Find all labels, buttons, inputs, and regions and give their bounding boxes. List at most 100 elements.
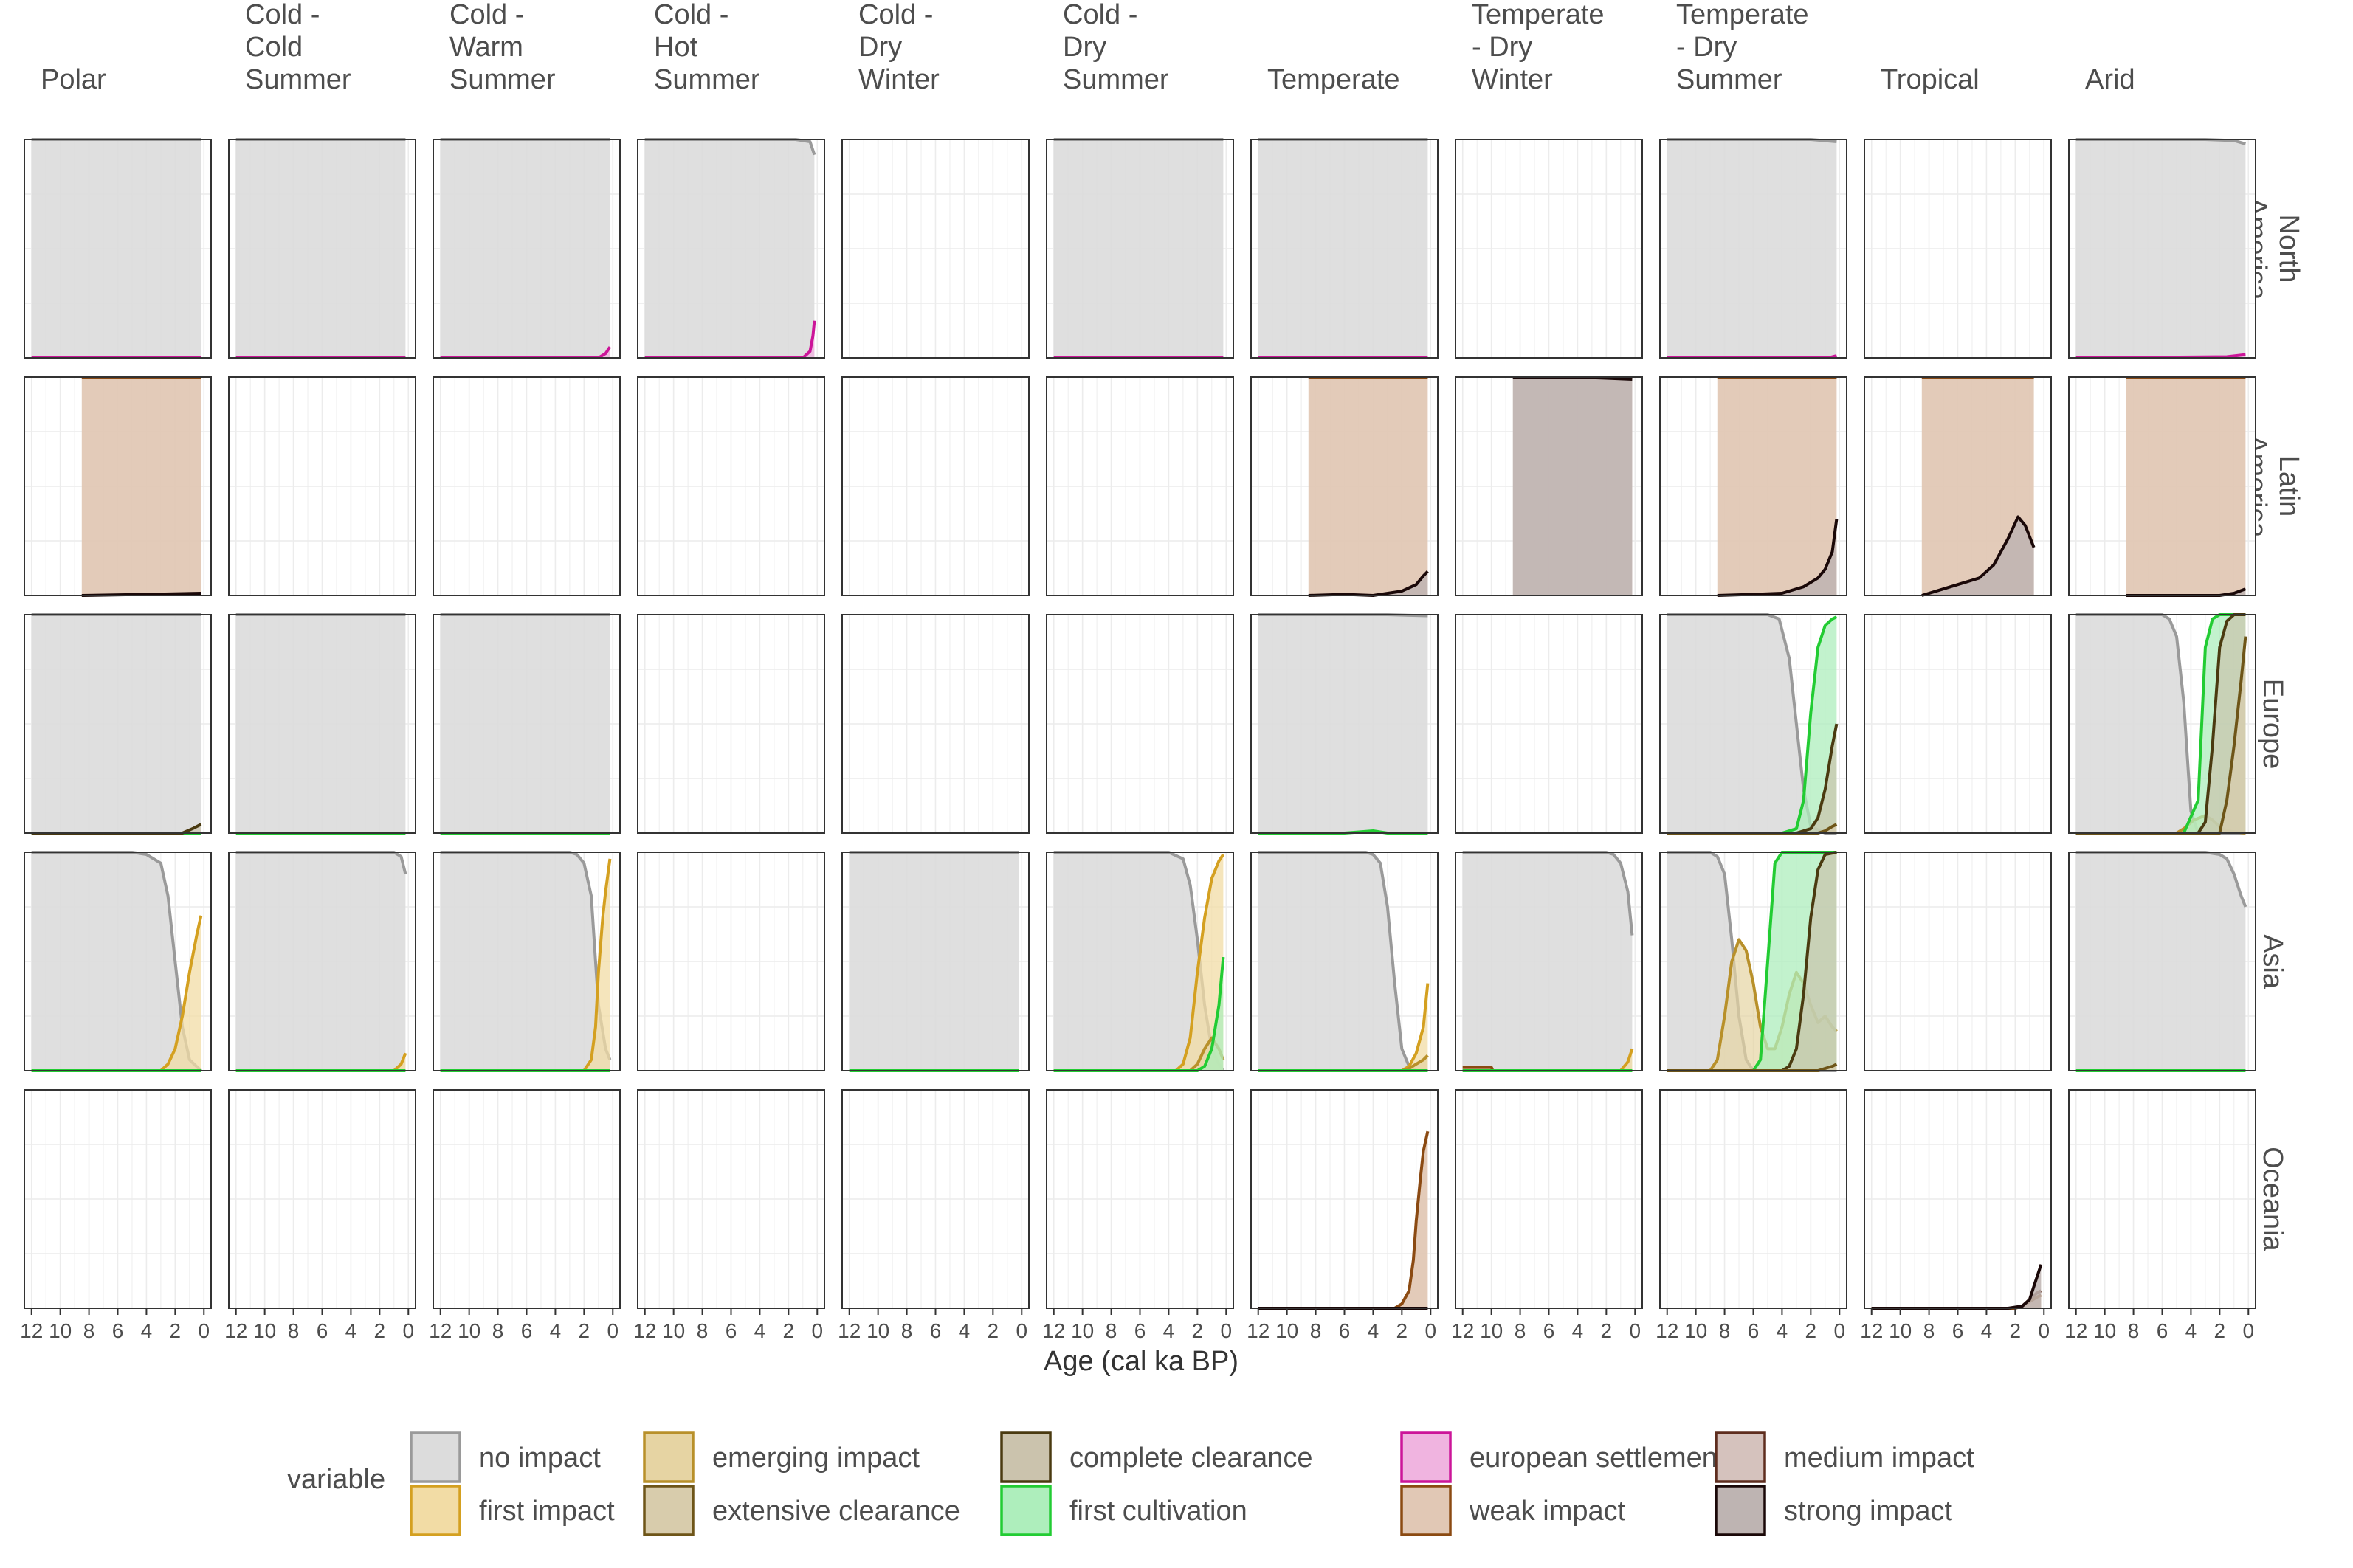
series-area-extensive-clearance: [2075, 636, 2246, 833]
x-tick-label: 0: [1833, 1319, 1845, 1342]
legend-label: first impact: [479, 1496, 615, 1527]
x-tick-label: 2: [1396, 1319, 1408, 1342]
x-tick-label: 8: [288, 1319, 300, 1342]
panel-asia-arid: [2068, 851, 2256, 1072]
panel-latin-america-temperate-dry-summer: [1659, 376, 1847, 597]
series-area-strong-impact: [1921, 517, 2034, 595]
x-tick-label: 10: [1275, 1319, 1298, 1342]
x-tick-label: 12: [633, 1319, 656, 1342]
panel-oceania-cold-warm-summer: [433, 1089, 621, 1309]
panel-latin-america-arid: [2068, 376, 2256, 597]
series-area-first-cultivation: [2075, 615, 2246, 833]
panel-asia-temperate: [1250, 851, 1439, 1072]
series-area-no-impact: [1258, 615, 1428, 833]
panel-border: [2068, 376, 2256, 596]
panel-europe-arid: [2068, 613, 2256, 835]
x-tick-label: 8: [1106, 1319, 1117, 1342]
x-tick-label: 12: [1656, 1319, 1678, 1342]
series-area-strong-impact: [1512, 377, 1633, 595]
series-line-strong-impact: [1717, 519, 1839, 597]
legend-label: first cultivation: [1069, 1496, 1247, 1527]
panel-border: [1250, 139, 1439, 359]
column-facet-label-cold-dry-winter: Cold -: [858, 0, 933, 30]
panel-oceania-arid: [2068, 1089, 2256, 1309]
legend-swatch: [643, 1431, 695, 1483]
x-tick-label: 4: [550, 1319, 562, 1342]
panel-border: [841, 139, 1030, 359]
panel-north-america-polar: [24, 138, 212, 359]
column-facet-label-cold-cold-summer: Cold -: [245, 0, 320, 30]
panel-border: [841, 852, 1030, 1071]
legend-label: weak impact: [1469, 1496, 1626, 1527]
legend-swatch: [1000, 1485, 1052, 1536]
panel-border: [24, 614, 212, 834]
panel-border: [1659, 139, 1847, 359]
panel-border: [637, 139, 825, 359]
x-tick-label: 12: [838, 1319, 861, 1342]
x-tick-label: 0: [607, 1319, 619, 1342]
x-tick-label: 12: [20, 1319, 43, 1342]
series-area-no-impact: [440, 852, 610, 1071]
legend-label: strong impact: [1784, 1496, 1953, 1527]
panel-asia-temperate-dry-winter: [1455, 851, 1643, 1072]
series-area-first-impact: [31, 915, 201, 1071]
panel-border: [228, 614, 416, 834]
legend-item-strong-impact: strong impact: [1715, 1485, 1953, 1536]
x-tick-label: 0: [1016, 1319, 1027, 1342]
column-facet-label-temperate: Temperate: [1267, 64, 1400, 95]
panel-latin-america-tropical: [1864, 376, 2052, 597]
series-area-no-impact: [1462, 852, 1633, 1071]
x-tick-label: 10: [253, 1319, 276, 1342]
x-tick-label: 4: [345, 1319, 357, 1342]
panel-north-america-temperate: [1250, 138, 1439, 359]
series-area-no-impact: [440, 615, 610, 833]
row-facet-label-line: Europe: [2257, 679, 2288, 770]
panel-oceania-cold-dry-summer: [1046, 1089, 1234, 1309]
x-tick-label: 2: [1601, 1319, 1613, 1342]
panel-europe-cold-dry-winter: [841, 614, 1030, 834]
legend-label: complete clearance: [1069, 1443, 1313, 1474]
x-tick-label: 12: [1451, 1319, 1474, 1342]
series-area-no-impact: [1667, 615, 1837, 833]
row-facet-label-asia: Asia: [2257, 934, 2288, 990]
panel-north-america-temperate-dry-winter: [1455, 139, 1643, 359]
x-tick-label: 6: [1339, 1319, 1351, 1342]
legend-swatch: [410, 1431, 461, 1483]
x-tick-label: 2: [579, 1319, 590, 1342]
panel-oceania-tropical: [1864, 1089, 2052, 1310]
panel-border: [841, 614, 1030, 834]
column-facet-label-cold-hot-summer: Cold -: [654, 0, 728, 30]
x-tick-label: 8: [83, 1319, 95, 1342]
x-tick-label: 2: [1805, 1319, 1817, 1342]
x-tick-label: 6: [521, 1319, 533, 1342]
panel-border: [1046, 614, 1234, 834]
panel-border: [637, 376, 825, 596]
x-tick-label: 0: [1629, 1319, 1641, 1342]
x-tick-label: 12: [1860, 1319, 1883, 1342]
legend-label: no impact: [479, 1443, 601, 1474]
panel-asia-tropical: [1864, 852, 2052, 1071]
x-tick-label: 4: [2185, 1319, 2197, 1342]
column-facet-label-cold-cold-summer: Cold: [245, 32, 303, 63]
panel-border: [228, 139, 416, 359]
panel-north-america-cold-dry-winter: [841, 139, 1030, 359]
panel-border: [1659, 852, 1847, 1071]
row-facet-label-line: Oceania: [2257, 1147, 2288, 1251]
column-facet-label-cold-dry-summer: Cold -: [1063, 0, 1137, 30]
legend-label: emerging impact: [712, 1443, 920, 1474]
column-facet-label-cold-dry-summer: Summer: [1063, 64, 1169, 95]
x-tick-label: 8: [1515, 1319, 1526, 1342]
x-tick-label: 4: [1777, 1319, 1788, 1342]
x-tick-label: 4: [141, 1319, 153, 1342]
panel-border: [1250, 852, 1439, 1071]
panel-border: [637, 614, 825, 834]
x-tick-label: 10: [1480, 1319, 1503, 1342]
x-tick-label: 8: [901, 1319, 913, 1342]
panel-border: [2068, 614, 2256, 834]
panel-border: [24, 852, 212, 1071]
legend-title: variable: [287, 1464, 385, 1495]
panel-north-america-tropical: [1864, 139, 2052, 359]
x-tick-label: 10: [662, 1319, 685, 1342]
panel-europe-tropical: [1864, 614, 2052, 834]
legend-item-no-impact: no impact: [410, 1431, 601, 1483]
